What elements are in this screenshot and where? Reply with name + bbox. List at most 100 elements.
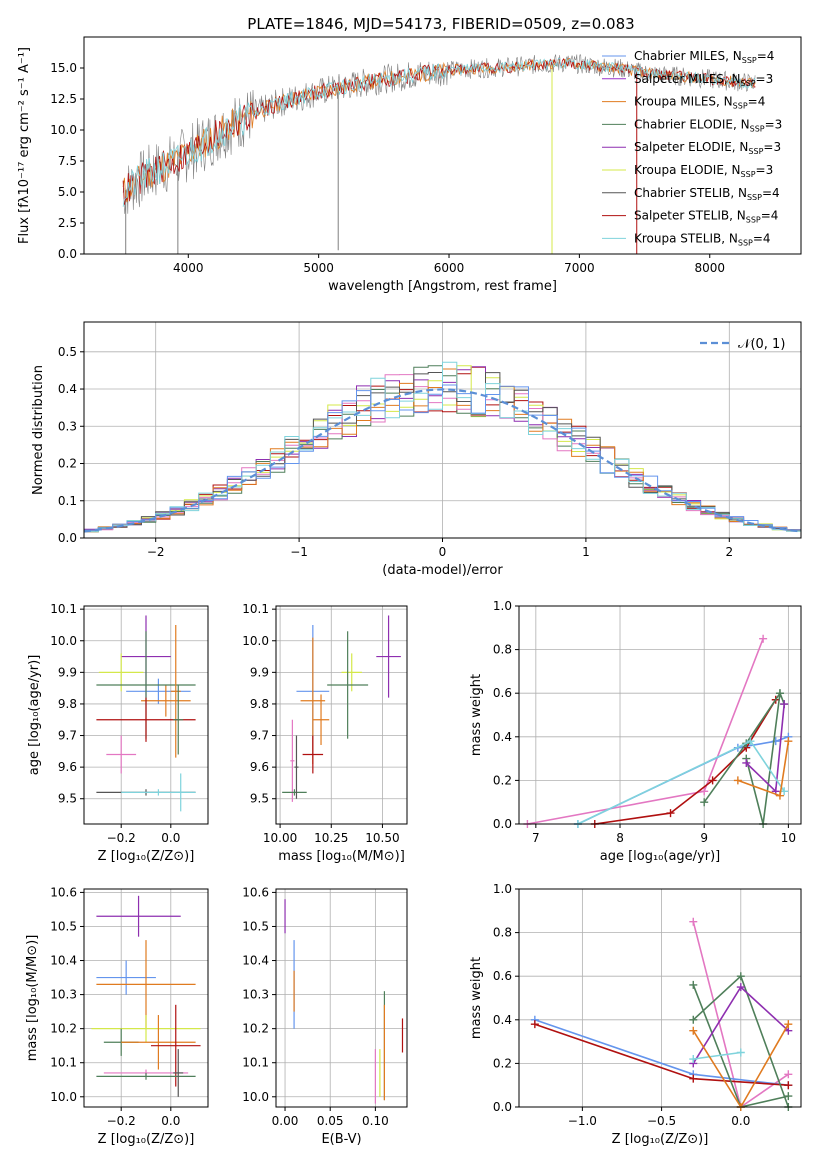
y-axis-label: mass weight — [469, 674, 484, 756]
panel-age-vs-mass: 10.00 10.25 10.50 9.5 9.6 9.7 9.8 9.9 10.0 10.1 ma… — [242, 602, 408, 864]
y-tick-label: 10.1 — [242, 602, 269, 616]
plus-marker — [742, 758, 751, 767]
axes-frame — [83, 605, 209, 825]
axes-frame — [83, 36, 802, 255]
x-tick-label: 7 — [532, 831, 540, 845]
x-axis-label: Z [log₁₀(Z/Z⊙)] — [98, 1132, 195, 1147]
spectrum-model-line — [122, 57, 756, 207]
y-tick-label: 10.6 — [50, 885, 77, 899]
panel-mass-vs-EBV: 0.00 0.05 0.10 10.0 10.1 10.2 10.3 10.4 10.5 10.6… — [242, 885, 408, 1147]
y-tick-label: 0.0 — [493, 817, 512, 831]
y-tick-label: 10.2 — [50, 1022, 77, 1036]
y-tick-label: 10.1 — [50, 1056, 77, 1070]
y-tick-label: 10.0 — [242, 1090, 269, 1104]
plus-marker — [689, 917, 698, 926]
y-tick-label: 0.2 — [493, 773, 512, 787]
y-tick-label: 10.0 — [50, 634, 77, 648]
plot-area — [523, 634, 793, 828]
legend-label: Salpeter ELODIE, NSSP=3 — [634, 140, 781, 156]
y-tick-label: 10.0 — [50, 1090, 77, 1104]
x-tick-label: 10 — [781, 831, 796, 845]
plus-marker — [775, 791, 784, 800]
x-tick-label: 0.0 — [161, 1114, 180, 1128]
plus-marker — [666, 809, 675, 818]
plus-marker — [689, 980, 698, 989]
y-tick-label: 10.5 — [242, 919, 269, 933]
panel-mass-vs-Z: −0.2 0.0 10.0 10.1 10.2 10.3 10.4 10.5 10.6 Z [lo… — [25, 885, 209, 1147]
y-tick-label: 10.0 — [242, 634, 269, 648]
y-tick-label: 9.7 — [58, 729, 77, 743]
panel-age-vs-Z: −0.2 0.0 9.5 9.6 9.7 9.8 9.9 10.0 10.1 Z [log₁₀(Z… — [27, 602, 209, 864]
y-tick-label: 9.9 — [58, 665, 77, 679]
plus-marker — [784, 1070, 793, 1079]
legend-label: 𝒩(0, 1) — [738, 337, 785, 352]
plus-marker — [530, 1020, 539, 1029]
x-tick-label: 0.0 — [731, 1114, 750, 1128]
y-tick-label: 0.2 — [58, 457, 77, 471]
y-tick-label: 10.6 — [242, 885, 269, 899]
y-tick-label: 10.4 — [242, 954, 269, 968]
y-tick-label: 10.4 — [50, 954, 77, 968]
panel-spectrum: 4000 5000 6000 7000 8000 0.0 2.5 5.0 7.5 10.0 12.5… — [17, 36, 802, 294]
x-tick-label: −0.5 — [647, 1114, 676, 1128]
plus-marker — [736, 983, 745, 992]
y-tick-label: 9.5 — [250, 792, 269, 806]
x-tick-label: 8000 — [694, 261, 725, 275]
plus-marker — [780, 700, 789, 709]
y-tick-label: 0.0 — [493, 1100, 512, 1114]
y-tick-label: 9.8 — [250, 697, 269, 711]
y-tick-label: 0.4 — [58, 382, 77, 396]
y-axis-label: mass weight — [469, 957, 484, 1039]
x-axis-label: wavelength [Angstrom, rest frame] — [328, 279, 557, 294]
x-tick-label: 0.10 — [362, 1114, 389, 1128]
x-tick-label: 2 — [725, 545, 733, 559]
plot-area: Chabrier MILES, NSSP=4 Salpeter MILES, NS… — [122, 49, 782, 254]
y-tick-label: 10.0 — [50, 123, 77, 137]
plus-marker — [759, 634, 768, 643]
x-tick-label: −1 — [290, 545, 308, 559]
y-axis-label: Flux [fλ10⁻¹⁷ erg cm⁻² s⁻¹ A⁻¹] — [17, 47, 32, 244]
legend-label: Chabrier ELODIE, NSSP=3 — [634, 117, 782, 133]
x-tick-label: 0.00 — [272, 1114, 299, 1128]
legend-label: Kroupa MILES, NSSP=4 — [634, 95, 765, 111]
y-tick-label: 0.4 — [493, 1013, 512, 1027]
x-tick-label: −1.0 — [568, 1114, 597, 1128]
y-tick-label: 0.2 — [493, 1056, 512, 1070]
x-axis-label: (data-model)/error — [382, 563, 503, 578]
legend-label: Salpeter STELIB, NSSP=4 — [634, 209, 778, 225]
mass-weight-line — [703, 691, 785, 803]
axes-frame — [83, 888, 209, 1108]
y-tick-label: 7.5 — [58, 154, 77, 168]
plot-area — [530, 917, 793, 1111]
x-tick-label: 9 — [700, 831, 708, 845]
y-tick-label: 10.2 — [242, 1022, 269, 1036]
x-tick-label: −2 — [147, 545, 165, 559]
y-tick-label: 9.9 — [250, 665, 269, 679]
plus-marker — [689, 1074, 698, 1083]
legend-label: Chabrier STELIB, NSSP=4 — [634, 186, 780, 202]
y-axis-label: Normed distribution — [31, 365, 46, 495]
axes-frame — [275, 888, 408, 1108]
y-tick-label: 1.0 — [493, 599, 512, 613]
y-tick-label: 0.8 — [493, 643, 512, 657]
axes-frame — [275, 605, 408, 825]
plus-marker — [775, 689, 784, 698]
y-tick-label: 2.5 — [58, 216, 77, 230]
plus-marker — [784, 737, 793, 746]
x-tick-label: 7000 — [564, 261, 595, 275]
plus-marker — [700, 798, 709, 807]
y-tick-label: 10.5 — [50, 919, 77, 933]
x-tick-label: 10.25 — [314, 831, 348, 845]
plus-marker — [689, 1026, 698, 1035]
plus-marker — [733, 776, 742, 785]
plus-marker — [784, 1081, 793, 1090]
panel-massweight-vs-age: 7 8 9 10 0.0 0.2 0.4 0.6 0.8 1.0 age [log₁₀(age/yr… — [469, 599, 802, 864]
y-tick-label: 10.1 — [50, 602, 77, 616]
y-tick-label: 0.5 — [58, 345, 77, 359]
x-tick-label: 1 — [582, 545, 590, 559]
x-tick-label: 10.00 — [263, 831, 297, 845]
y-tick-label: 10.1 — [242, 1056, 269, 1070]
x-tick-label: −0.2 — [107, 831, 136, 845]
x-tick-label: −0.2 — [107, 1114, 136, 1128]
y-tick-label: 5.0 — [58, 185, 77, 199]
